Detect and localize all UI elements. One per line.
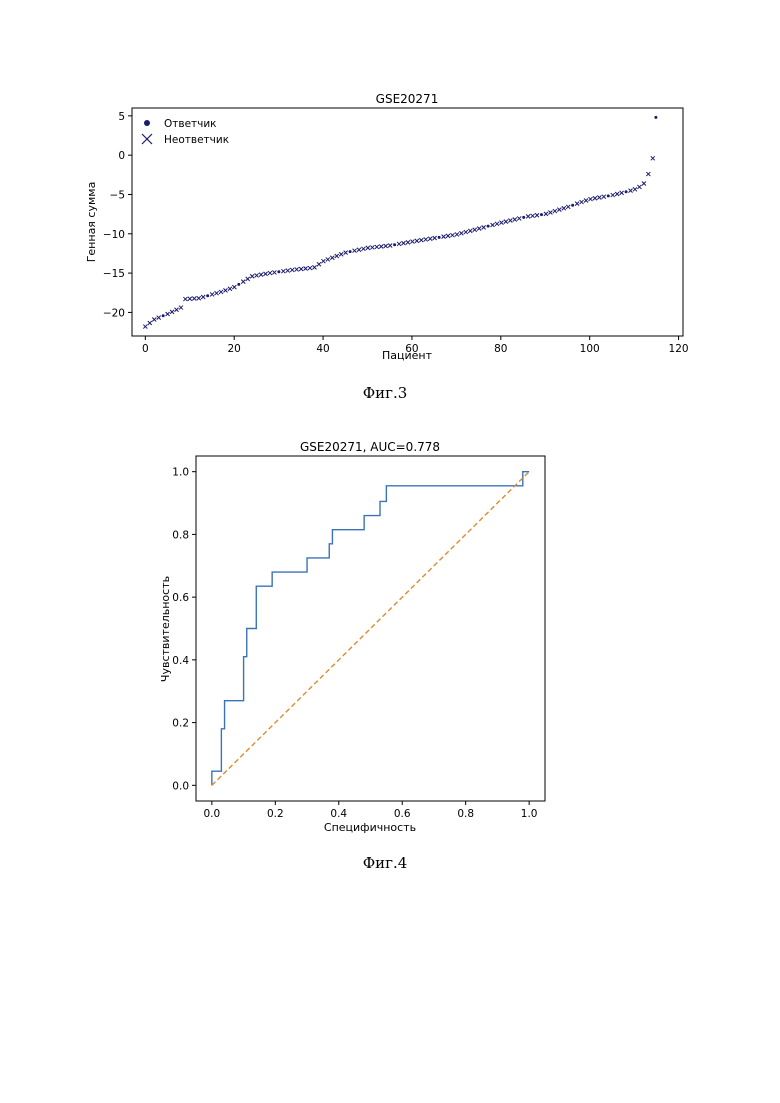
x-tick-label: 0.0	[204, 808, 221, 820]
y-tick-label: 0	[118, 150, 125, 162]
x-tick-label: 0	[142, 343, 149, 355]
chart-title: GSE20271, AUC=0.778	[300, 440, 440, 454]
y-tick-label: −20	[103, 307, 125, 319]
responder-point	[625, 190, 628, 193]
y-tick-label: 5	[118, 111, 125, 123]
roc-chart: GSE20271, AUC=0.778 Специфичность Чувств…	[0, 432, 780, 842]
responder-point	[393, 243, 396, 246]
y-tick-label: 0.4	[172, 655, 189, 667]
y-tick-label: 0.6	[172, 592, 189, 604]
figure-3-caption: Фиг.3	[0, 384, 775, 402]
x-tick-label: 60	[405, 343, 418, 355]
responder-point	[571, 204, 574, 207]
y-tick-label: 0.2	[172, 718, 189, 730]
y-axis-label: Чувствительность	[159, 576, 172, 682]
responder-point	[607, 194, 610, 197]
responder-point	[237, 283, 240, 286]
responder-point	[654, 116, 657, 119]
responder-point	[522, 216, 525, 219]
y-tick-label: 1.0	[172, 467, 189, 479]
y-tick-label: −10	[103, 229, 125, 241]
responder-point	[349, 250, 352, 253]
y-tick-label: 0.8	[172, 529, 189, 541]
x-tick-label: 0.8	[457, 808, 474, 820]
scatter-chart: GSE20271 Пациент Генная сумма 0204060801…	[0, 88, 780, 378]
x-tick-label: 120	[669, 343, 689, 355]
y-axis-label: Генная сумма	[85, 182, 98, 263]
x-tick-label: 0.4	[330, 808, 347, 820]
x-tick-label: 40	[316, 343, 329, 355]
responder-point	[540, 213, 543, 216]
responder-point	[206, 294, 209, 297]
legend-marker-responder	[144, 120, 150, 126]
figure-4: GSE20271, AUC=0.778 Специфичность Чувств…	[0, 432, 780, 846]
x-axis-label: Специфичность	[324, 821, 416, 834]
x-tick-label: 100	[580, 343, 600, 355]
responder-point	[438, 236, 441, 239]
y-tick-label: 0.0	[172, 780, 189, 792]
figure-3: GSE20271 Пациент Генная сумма 0204060801…	[0, 88, 780, 382]
x-tick-label: 20	[228, 343, 241, 355]
legend-label-responder: Ответчик	[164, 118, 217, 130]
legend-label-nonresponder: Неответчик	[164, 134, 229, 146]
x-tick-label: 0.2	[267, 808, 284, 820]
chart-title: GSE20271	[376, 92, 439, 106]
y-tick-label: −5	[110, 189, 125, 201]
responder-point	[162, 314, 165, 317]
y-tick-label: −15	[103, 268, 125, 280]
responder-point	[487, 225, 490, 228]
x-tick-label: 1.0	[521, 808, 538, 820]
x-tick-label: 80	[494, 343, 507, 355]
responder-point	[277, 270, 280, 273]
figure-4-caption: Фиг.4	[0, 854, 775, 872]
x-tick-label: 0.6	[394, 808, 411, 820]
